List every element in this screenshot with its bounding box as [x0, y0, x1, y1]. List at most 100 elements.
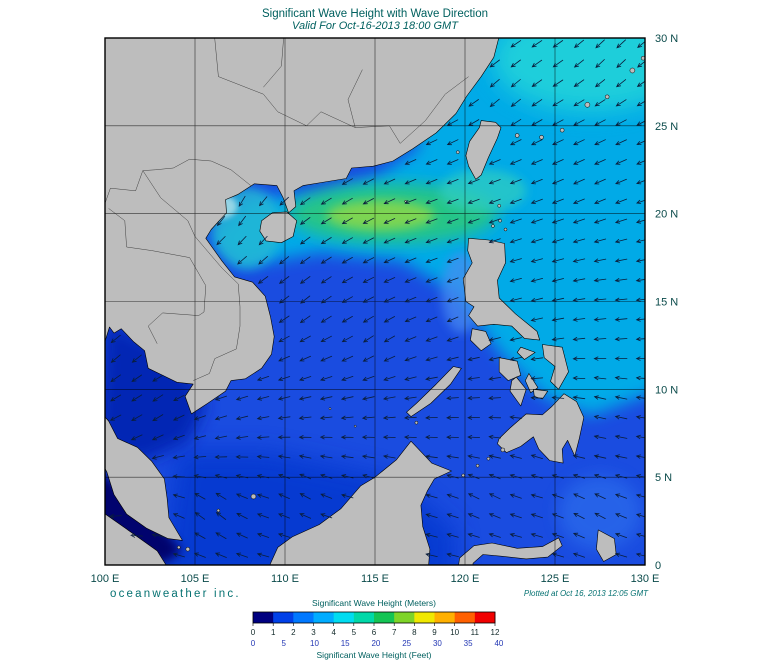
- landmass: [259, 211, 297, 243]
- small-island: [514, 133, 520, 138]
- colorbar: 0 1 2 3 4 5 6 7 8 9 10 11 120 5 10 15 20 25 30 35 40: [251, 611, 504, 648]
- colorbar-meter-tick-label: 7: [392, 628, 397, 637]
- colorbar-meter-tick-label: 10: [450, 628, 459, 637]
- wave-field-patch: [558, 475, 642, 550]
- country-border-line: [263, 38, 284, 88]
- wave-direction-arrows: [109, 39, 645, 558]
- wave-field-patch: [105, 319, 206, 464]
- wave-field-patch: [492, 38, 645, 112]
- y-axis-label: 15 N: [655, 297, 678, 309]
- landmass: [105, 513, 167, 565]
- colorbar-segment: [273, 612, 294, 623]
- small-island: [456, 150, 460, 154]
- colorbar-title-feet: Significant Wave Height (Feet): [317, 650, 432, 660]
- wave-field-patch: [326, 200, 435, 231]
- landmass: [269, 440, 452, 565]
- x-axis-label: 130 E: [631, 573, 660, 585]
- y-axis-label: 10 N: [655, 384, 678, 396]
- map-plot-area: [85, 38, 645, 565]
- y-axis-label: 30 N: [655, 33, 678, 45]
- colorbar-segment: [434, 612, 456, 623]
- small-island: [250, 493, 257, 500]
- colorbar-segment: [374, 612, 395, 623]
- small-island: [629, 67, 636, 74]
- landmass: [525, 373, 539, 394]
- oceanweather-logo-text: oceanweather inc.: [110, 588, 241, 600]
- small-island: [185, 546, 191, 552]
- colorbar-meter-tick-label: 11: [471, 628, 480, 637]
- colorbar-meter-tick-label: 0: [251, 628, 256, 637]
- colorbar-feet-tick-label: 35: [464, 639, 473, 648]
- colorbar-feet-tick-label: 25: [402, 639, 411, 648]
- y-axis-label: 25 N: [655, 121, 678, 133]
- country-border-line: [142, 158, 251, 186]
- colorbar-segment: [313, 612, 335, 623]
- country-border-line: [147, 312, 199, 344]
- small-island: [497, 204, 501, 208]
- landmass: [470, 328, 492, 351]
- landmass: [105, 38, 500, 541]
- y-axis-label: 0: [655, 560, 661, 572]
- plotted-at-label: Plotted at Oct 16, 2013 12:05 GMT: [524, 589, 649, 598]
- small-island: [539, 135, 544, 140]
- colorbar-meter-tick-label: 1: [271, 628, 276, 637]
- colorbar-feet-tick-label: 5: [281, 639, 286, 648]
- colorbar-segment: [353, 612, 375, 623]
- map-frame: [104, 37, 646, 566]
- wave-direction-arrow-field: [109, 39, 645, 558]
- colorbar-segment: [394, 612, 415, 623]
- colorbar-meter-tick-label: 5: [352, 628, 357, 637]
- x-axis-label: 125 E: [541, 573, 570, 585]
- landmass: [509, 376, 527, 407]
- country-border-line: [347, 69, 363, 128]
- small-island: [500, 447, 506, 453]
- small-island: [414, 420, 419, 425]
- small-island: [353, 424, 357, 428]
- small-island: [491, 224, 495, 228]
- landmass: [596, 529, 617, 562]
- x-axis-label: 100 E: [91, 573, 120, 585]
- small-island: [486, 456, 491, 461]
- colorbar-feet-tick-label: 0: [251, 639, 256, 648]
- wave-field-patch: [439, 169, 527, 212]
- landmass: [465, 120, 502, 180]
- chart-title: Significant Wave Height with Wave Direct…: [262, 8, 488, 20]
- small-island: [640, 55, 645, 61]
- colorbar-meter-tick-label: 6: [372, 628, 377, 637]
- landmass: [406, 366, 462, 417]
- colorbar-meter-tick-label: 12: [491, 628, 500, 637]
- colorbar-segment: [454, 612, 476, 623]
- small-island: [475, 463, 480, 468]
- landmass: [533, 389, 549, 400]
- small-island: [604, 94, 610, 100]
- landmass: [497, 393, 585, 464]
- colorbar-meter-tick-label: 9: [432, 628, 437, 637]
- colorbar-meter-tick-label: 3: [311, 628, 316, 637]
- country-border-line: [193, 326, 241, 381]
- land-masses: [105, 38, 645, 565]
- colorbar-segment: [333, 612, 355, 623]
- x-axis-label: 110 E: [271, 573, 299, 585]
- landmass: [458, 537, 563, 565]
- country-border-line: [400, 76, 469, 144]
- colorbar-feet-tick-label: 15: [341, 639, 350, 648]
- colorbar-meter-tick-label: 4: [331, 628, 336, 637]
- country-border-line: [105, 170, 144, 205]
- country-border-line: [108, 208, 207, 316]
- colorbar-segment: [414, 612, 435, 623]
- colorbar-segment: [293, 612, 314, 623]
- colorbar-feet-tick-label: 40: [494, 639, 503, 648]
- x-axis-label: 120 E: [451, 573, 480, 585]
- small-island: [328, 407, 332, 410]
- colorbar-title-meters: Significant Wave Height (Meters): [312, 598, 436, 608]
- y-axis-labels: 0 5 N 10 N 15 N 20 N 25 N 30 N: [655, 33, 678, 572]
- x-axis-labels: 100 E 105 E 110 E 115 E 120 E 125 E 130 E: [91, 573, 660, 585]
- chart-subtitle: Valid For Oct-16-2013 18:00 GMT: [292, 20, 459, 32]
- small-island: [177, 545, 181, 550]
- colorbar-meter-tick-label: 8: [412, 628, 417, 637]
- country-border-line: [85, 321, 99, 384]
- colorbar-feet-tick-label: 30: [433, 639, 442, 648]
- small-island: [216, 508, 221, 513]
- y-axis-label: 20 N: [655, 209, 678, 221]
